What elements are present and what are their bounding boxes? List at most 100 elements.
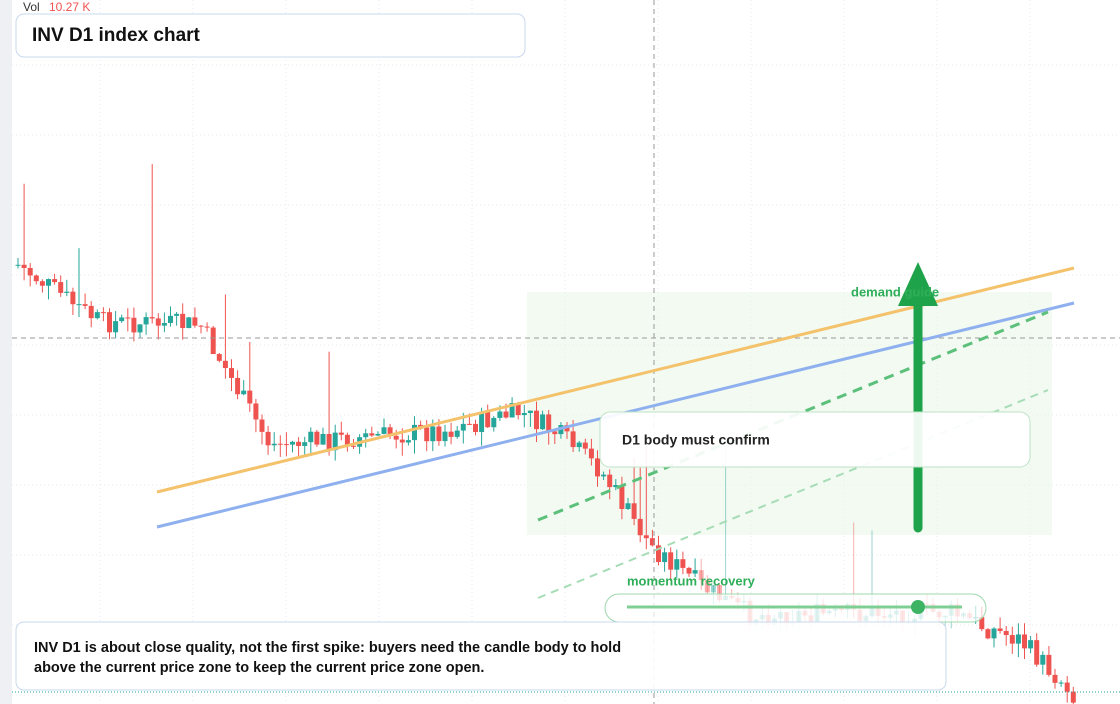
candle-body	[100, 312, 106, 314]
candle-body	[296, 441, 302, 446]
candle-body	[168, 315, 173, 323]
candle-body	[1015, 634, 1021, 644]
candle-body	[332, 432, 338, 451]
candle-body	[82, 304, 88, 306]
candle-body	[656, 545, 661, 563]
candle-body	[546, 414, 552, 432]
candle-body	[466, 423, 472, 425]
candle-body	[46, 279, 51, 286]
candle-body	[216, 354, 222, 361]
candle-body	[320, 433, 326, 445]
candle-body	[588, 448, 594, 459]
candle-body	[625, 503, 631, 510]
candle-body	[113, 321, 119, 333]
candle-body	[619, 485, 625, 510]
candle-body	[521, 412, 527, 416]
candle-body	[436, 426, 442, 442]
candle-body	[448, 431, 454, 437]
candle-body	[643, 535, 649, 539]
candle-body	[192, 317, 198, 326]
candle-body	[997, 628, 1003, 631]
confirm-box	[599, 411, 1031, 468]
candle-body	[314, 431, 320, 445]
candle-body	[198, 325, 204, 327]
candle-body	[271, 443, 277, 446]
candle-body	[39, 281, 45, 286]
candle-body	[1040, 654, 1046, 665]
candle-body	[534, 410, 539, 430]
candle-body	[704, 580, 710, 593]
candle-body	[1064, 682, 1070, 692]
volume-label: Vol	[23, 0, 40, 14]
candle-body	[76, 304, 82, 306]
candle-body	[186, 317, 192, 329]
candle-body	[595, 458, 600, 477]
candle-body	[204, 326, 210, 328]
channel-lower	[537, 389, 1049, 599]
candle-body	[155, 318, 161, 326]
confirm-label: D1 body must confirm	[622, 432, 770, 448]
candle-body	[405, 440, 411, 443]
candle-body	[64, 291, 70, 293]
candle-body	[442, 431, 448, 442]
candle-body	[674, 559, 680, 570]
candle-body	[149, 317, 155, 319]
candle-body	[1046, 654, 1052, 675]
candle-body	[52, 279, 58, 283]
candle-body	[717, 584, 722, 601]
candle-body	[107, 312, 112, 333]
candle-body	[210, 327, 216, 355]
caption-line: above the current price zone to keep the…	[34, 660, 484, 676]
candle-body	[235, 377, 241, 395]
candle-body	[479, 411, 485, 432]
candle-body	[253, 403, 259, 420]
candle-body	[607, 474, 613, 488]
candle-body	[125, 317, 131, 319]
candle-body	[668, 552, 674, 570]
candle-body	[1034, 640, 1040, 665]
candle-body	[247, 390, 253, 404]
candle-body	[308, 431, 314, 443]
title-box	[15, 13, 526, 58]
demand-label: demand guide	[851, 284, 939, 299]
candle-body	[979, 617, 985, 630]
candle-body	[631, 503, 637, 519]
candle-body	[698, 570, 704, 581]
candle-body	[369, 433, 375, 436]
candle-body	[1009, 635, 1015, 644]
candle-body	[94, 312, 100, 319]
candle-body	[582, 442, 588, 449]
candle-body	[21, 264, 27, 268]
candle-body	[601, 474, 607, 477]
caption-box	[15, 621, 947, 691]
candle-body	[570, 431, 576, 448]
candle-body	[515, 403, 521, 416]
candle-body	[161, 322, 167, 326]
candle-body	[662, 552, 668, 563]
candle-body	[491, 417, 497, 428]
candle-body	[15, 264, 21, 266]
candle-body	[1022, 634, 1027, 649]
candle-body	[326, 433, 332, 451]
candle-body	[985, 629, 991, 639]
candle-body	[613, 485, 619, 488]
candle-body	[265, 431, 271, 446]
candle-body	[375, 433, 381, 436]
candle-body	[991, 628, 997, 639]
candle-body	[680, 559, 686, 568]
candle-body	[485, 411, 491, 428]
candle-body	[27, 267, 33, 276]
candle-body	[70, 291, 76, 305]
candle-body	[503, 411, 509, 418]
momentum-label: momentum recovery	[627, 573, 756, 588]
candle-body	[527, 410, 533, 413]
candle-body	[454, 430, 460, 437]
candle-body	[283, 444, 289, 446]
candle-body	[290, 441, 295, 445]
candle-body	[692, 570, 698, 574]
candle-body	[430, 426, 436, 442]
candle-body	[497, 411, 503, 418]
momentum-dot	[911, 600, 925, 614]
candle-body	[351, 445, 356, 447]
candle-body	[344, 434, 350, 446]
